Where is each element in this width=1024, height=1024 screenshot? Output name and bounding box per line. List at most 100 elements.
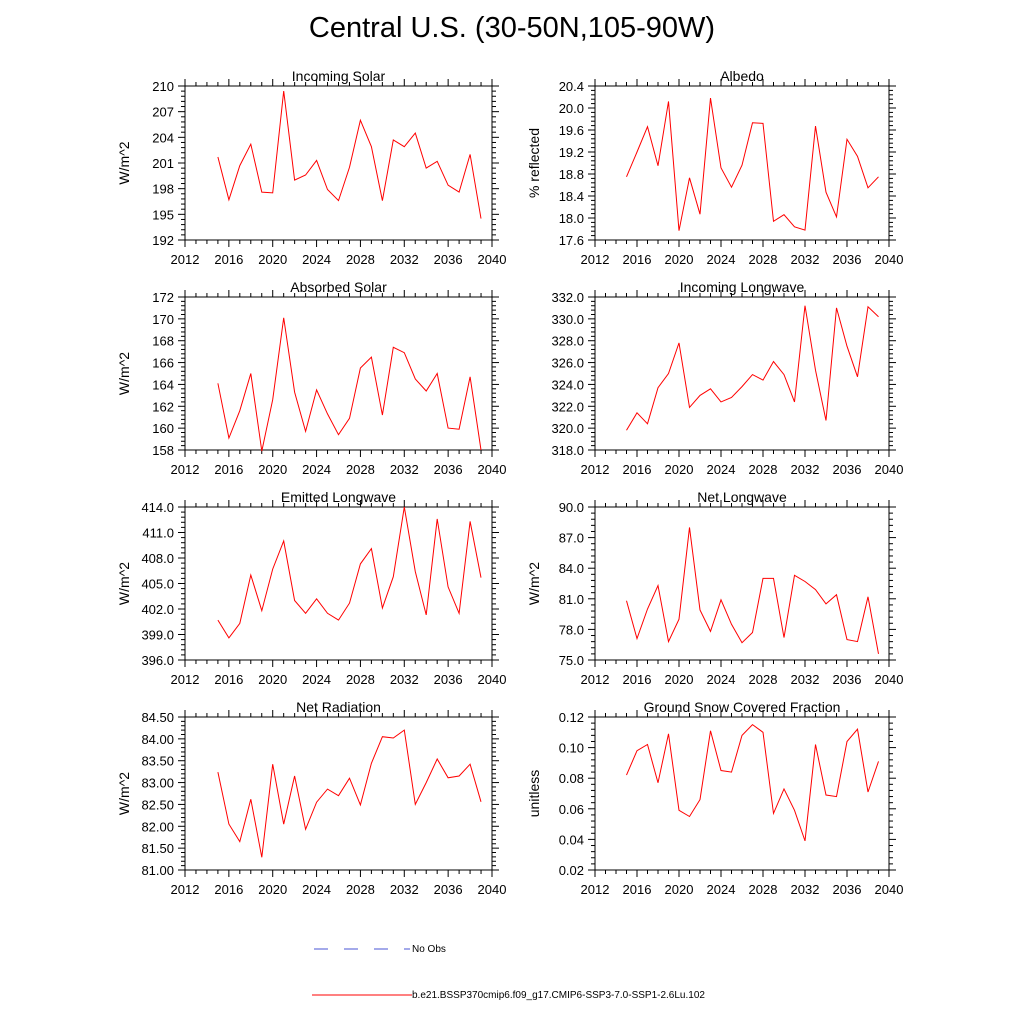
series-line xyxy=(217,506,482,639)
y-tick-label: 84.00 xyxy=(141,732,174,747)
y-tick-label: 396.0 xyxy=(141,653,174,668)
series-line xyxy=(217,317,482,452)
x-tick-label: 2032 xyxy=(791,252,820,267)
y-tick-label: 84.0 xyxy=(559,561,584,576)
y-tick-label: 318.0 xyxy=(551,443,584,458)
y-tick-label: 170 xyxy=(152,312,174,327)
panel-title: Emitted Longwave xyxy=(281,489,396,505)
x-tick-label: 2028 xyxy=(346,882,375,897)
x-tick-label: 2040 xyxy=(875,672,904,687)
x-tick-label: 2012 xyxy=(581,252,610,267)
x-tick-label: 2040 xyxy=(478,252,507,267)
panel-title: Absorbed Solar xyxy=(290,279,387,295)
legend-obs-label: No Obs xyxy=(412,943,446,955)
panel-title: Ground Snow Covered Fraction xyxy=(644,699,841,715)
x-tick-label: 2012 xyxy=(171,462,200,477)
y-tick-label: 324.0 xyxy=(551,377,584,392)
x-tick-label: 2036 xyxy=(833,882,862,897)
x-tick-label: 2020 xyxy=(665,462,694,477)
chart-panel-7: Net Radiation W/m^2 2012 2016 2020 2024 2028 20… xyxy=(116,699,506,897)
x-tick-label: 2024 xyxy=(707,252,736,267)
x-tick-label: 2040 xyxy=(478,462,507,477)
plot-frame xyxy=(184,506,493,661)
y-tick-label: 322.0 xyxy=(551,399,584,414)
x-tick-label: 2028 xyxy=(346,672,375,687)
plot-frame xyxy=(184,296,493,451)
y-tick-label: 168 xyxy=(152,334,174,349)
x-tick-label: 2032 xyxy=(390,252,419,267)
x-tick-label: 2024 xyxy=(302,882,331,897)
x-tick-label: 2036 xyxy=(833,252,862,267)
series-line xyxy=(626,527,879,654)
y-tick-label: 0.08 xyxy=(559,771,584,786)
panel-title: Incoming Longwave xyxy=(680,279,805,295)
x-tick-label: 2020 xyxy=(665,252,694,267)
legend-model: b.e21.BSSP370cmip6.f09_g17.CMIP6-SSP3-7.… xyxy=(312,988,705,1002)
x-tick-label: 2040 xyxy=(875,462,904,477)
y-tick-label: 0.06 xyxy=(559,802,584,817)
x-tick-label: 2036 xyxy=(434,672,463,687)
plot-frame xyxy=(594,506,890,661)
y-tick-label: 399.0 xyxy=(141,628,174,643)
x-tick-label: 2028 xyxy=(346,462,375,477)
y-tick-label: 0.02 xyxy=(559,863,584,878)
y-tick-label: 195 xyxy=(152,207,174,222)
x-tick-label: 2032 xyxy=(390,462,419,477)
x-tick-label: 2012 xyxy=(171,672,200,687)
panel-title: Incoming Solar xyxy=(292,68,386,84)
series-line xyxy=(626,723,879,842)
x-tick-label: 2016 xyxy=(623,462,652,477)
y-tick-label: 18.0 xyxy=(559,211,584,226)
y-tick-label: 411.0 xyxy=(142,526,174,541)
y-tick-label: 198 xyxy=(152,182,174,197)
y-tick-label: 20.4 xyxy=(559,79,584,94)
legend-obs: No Obs xyxy=(312,942,446,956)
x-tick-label: 2036 xyxy=(434,882,463,897)
x-tick-label: 2028 xyxy=(749,462,778,477)
y-tick-label: 207 xyxy=(152,105,174,120)
panel-title: Net Radiation xyxy=(296,699,381,715)
y-axis-label: W/m^2 xyxy=(116,352,132,395)
plot-frame xyxy=(184,85,493,241)
x-tick-label: 2032 xyxy=(791,462,820,477)
plot-frame xyxy=(594,85,890,241)
series-line xyxy=(626,305,879,431)
y-tick-label: 405.0 xyxy=(141,577,174,592)
x-tick-label: 2036 xyxy=(833,672,862,687)
y-tick-label: 0.10 xyxy=(559,741,584,756)
series-line xyxy=(217,91,482,219)
chart-panel-2: Albedo % reflected 2012 2016 2020 2024 2028 203… xyxy=(526,68,903,267)
y-tick-label: 84.50 xyxy=(141,710,174,725)
x-tick-label: 2012 xyxy=(171,882,200,897)
figure-title: Central U.S. (30-50N,105-90W) xyxy=(308,12,716,44)
x-tick-label: 2032 xyxy=(390,882,419,897)
y-tick-label: 82.50 xyxy=(141,797,174,812)
y-tick-label: 201 xyxy=(152,156,174,171)
x-tick-label: 2012 xyxy=(581,672,610,687)
y-tick-label: 326.0 xyxy=(551,356,584,371)
x-tick-label: 2040 xyxy=(478,882,507,897)
x-tick-label: 2024 xyxy=(707,882,736,897)
legend-model-label: b.e21.BSSP370cmip6.f09_g17.CMIP6-SSP3-7.… xyxy=(412,989,705,1001)
y-tick-label: 78.0 xyxy=(559,622,584,637)
x-tick-label: 2016 xyxy=(214,882,243,897)
y-tick-label: 18.8 xyxy=(559,167,584,182)
y-tick-label: 210 xyxy=(152,79,174,94)
plot-frame xyxy=(594,716,890,871)
y-tick-label: 402.0 xyxy=(141,602,174,617)
x-tick-label: 2040 xyxy=(875,252,904,267)
x-tick-label: 2040 xyxy=(875,882,904,897)
x-tick-label: 2040 xyxy=(478,672,507,687)
x-tick-label: 2024 xyxy=(302,672,331,687)
x-tick-label: 2012 xyxy=(581,882,610,897)
x-tick-label: 2024 xyxy=(302,462,331,477)
x-tick-label: 2020 xyxy=(258,882,287,897)
legend-obs-swatch xyxy=(314,948,410,950)
y-tick-label: 166 xyxy=(152,356,174,371)
chart-panel-1: Incoming Solar W/m^2 2012 2016 2020 2024 2028 2… xyxy=(116,68,506,267)
y-tick-label: 18.4 xyxy=(559,189,584,204)
x-tick-label: 2036 xyxy=(833,462,862,477)
x-tick-label: 2024 xyxy=(707,672,736,687)
y-tick-label: 204 xyxy=(152,130,174,145)
